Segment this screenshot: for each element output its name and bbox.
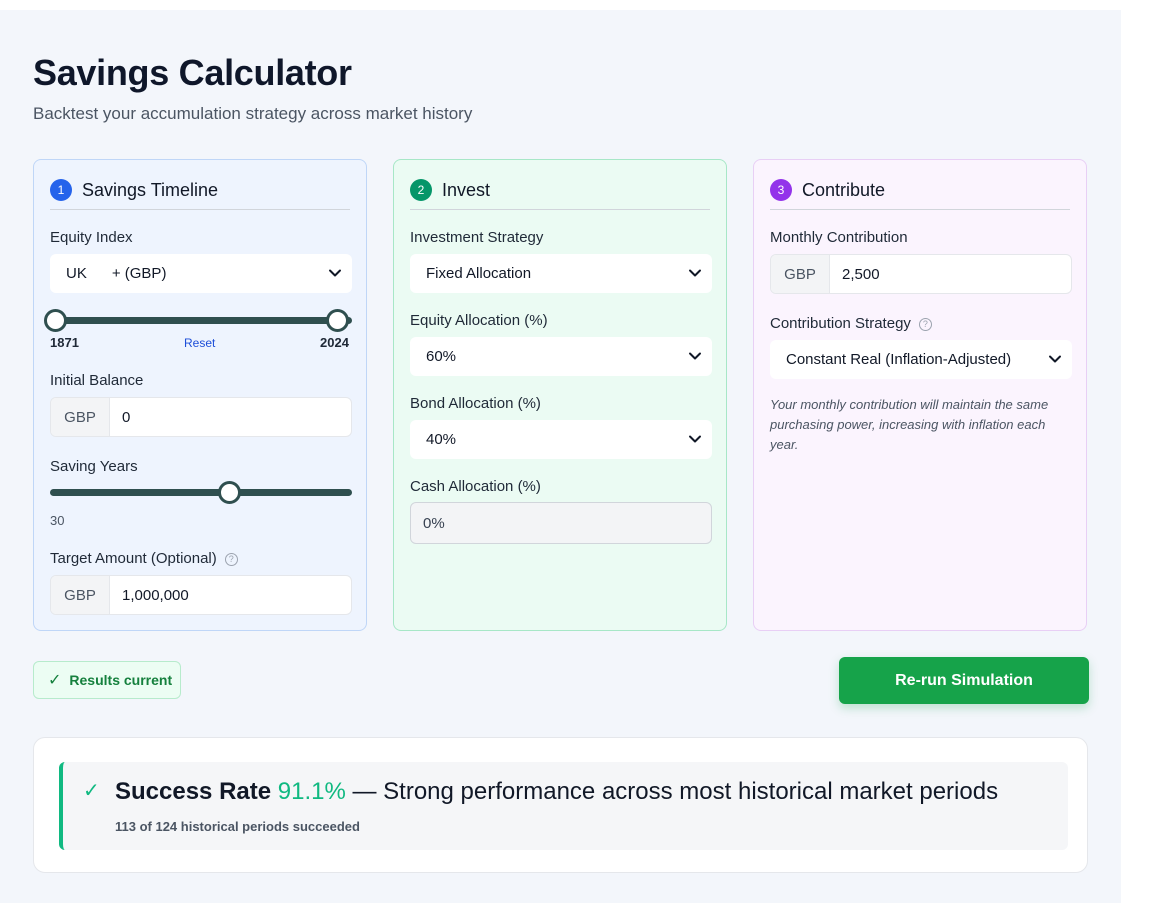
contribution-strategy-label: Contribution Strategy? (770, 315, 932, 332)
page-subtitle: Backtest your accumulation strategy acro… (33, 104, 473, 123)
chevron-down-icon (1049, 355, 1061, 363)
initial-balance-field[interactable]: GBP 0 (50, 397, 352, 437)
success-description: — Strong performance across most histori… (352, 778, 999, 805)
help-icon[interactable]: ? (224, 553, 238, 566)
result-summary: ✓ Success Rate 91.1% — Strong performanc… (59, 762, 1068, 850)
invest-card: 2 Invest Investment Strategy Fixed Alloc… (393, 159, 727, 631)
target-amount-label-text: Target Amount (Optional) (50, 550, 217, 567)
investment-strategy-label: Investment Strategy (410, 229, 544, 246)
contribution-strategy-select[interactable]: Constant Real (Inflation-Adjusted) (770, 340, 1072, 379)
cash-allocation-field: 0% (410, 502, 712, 544)
initial-balance-value: 0 (122, 408, 131, 426)
range-end-label: 2024 (320, 335, 349, 350)
contribution-note: Your monthly contribution will maintain … (770, 397, 1049, 452)
target-amount-label: Target Amount (Optional)? (50, 550, 238, 567)
investment-strategy-select[interactable]: Fixed Allocation (410, 254, 712, 293)
page-title: Savings Calculator (33, 52, 352, 93)
currency-prefix: GBP (51, 398, 110, 436)
range-start-handle[interactable] (44, 309, 67, 332)
step-badge: 2 (410, 179, 432, 201)
equity-index-value: UK + (GBP) (66, 265, 167, 282)
card-header: 3 Contribute (770, 179, 1070, 210)
step-badge: 3 (770, 179, 792, 201)
step-badge: 1 (50, 179, 72, 201)
result-panel: ✓ Success Rate 91.1% — Strong performanc… (33, 737, 1088, 873)
card-title: Contribute (802, 180, 886, 200)
initial-balance-label: Initial Balance (50, 372, 144, 389)
saving-years-label: Saving Years (50, 458, 138, 475)
card-header: 2 Invest (410, 179, 710, 210)
bond-allocation-select[interactable]: 40% (410, 420, 712, 459)
success-detail: 113 of 124 historical periods succeeded (115, 819, 360, 834)
saving-years-handle[interactable] (218, 481, 241, 504)
success-rate-value: 91.1% (277, 778, 346, 805)
card-title: Invest (442, 180, 491, 200)
currency-prefix: GBP (771, 255, 830, 293)
saving-years-slider[interactable] (50, 481, 352, 504)
cash-allocation-label: Cash Allocation (%) (410, 478, 541, 495)
page-canvas: Savings Calculator Backtest your accumul… (0, 10, 1121, 903)
help-icon[interactable]: ? (918, 318, 932, 331)
equity-index-label: Equity Index (50, 229, 133, 246)
bond-allocation-label: Bond Allocation (%) (410, 395, 541, 412)
savings-timeline-card: 1 Savings Timeline Equity Index UK + (GB… (33, 159, 367, 631)
equity-index-select[interactable]: UK + (GBP) (50, 254, 352, 293)
chevron-down-icon (689, 269, 701, 277)
reset-link[interactable]: Reset (184, 336, 216, 350)
investment-strategy-value: Fixed Allocation (426, 265, 532, 282)
equity-allocation-value: 60% (426, 348, 457, 365)
year-range-slider[interactable] (44, 309, 352, 332)
checkmark-icon: ✓ (48, 672, 62, 689)
range-start-label: 1871 (50, 335, 79, 350)
card-header: 1 Savings Timeline (50, 179, 350, 210)
success-headline: Success Rate 91.1% — Strong performance … (115, 778, 998, 806)
card-title: Savings Timeline (82, 180, 219, 200)
contribute-card: 3 Contribute Monthly Contribution GBP 2,… (753, 159, 1087, 631)
target-amount-value: 1,000,000 (122, 586, 189, 604)
bond-allocation-value: 40% (426, 431, 457, 448)
equity-allocation-select[interactable]: 60% (410, 337, 712, 376)
status-badge: ✓ Results current (33, 661, 181, 699)
chevron-down-icon (689, 435, 701, 443)
range-end-handle[interactable] (326, 309, 349, 332)
monthly-contribution-value: 2,500 (842, 265, 880, 283)
contribution-strategy-value: Constant Real (Inflation-Adjusted) (786, 351, 1012, 368)
cash-allocation-value: 0% (423, 514, 445, 532)
rerun-simulation-button[interactable]: Re-run Simulation (839, 657, 1089, 704)
equity-allocation-label: Equity Allocation (%) (410, 312, 548, 329)
target-amount-field[interactable]: GBP 1,000,000 (50, 575, 352, 615)
status-label: Results current (69, 672, 173, 688)
chevron-down-icon (689, 352, 701, 360)
currency-prefix: GBP (51, 576, 110, 614)
contribution-strategy-label-text: Contribution Strategy (770, 315, 911, 332)
monthly-contribution-label: Monthly Contribution (770, 229, 908, 246)
success-rate-label: Success Rate (115, 778, 272, 805)
monthly-contribution-field[interactable]: GBP 2,500 (770, 254, 1072, 294)
chevron-down-icon (329, 269, 341, 277)
check-icon: ✓ (83, 780, 100, 802)
saving-years-value: 30 (50, 513, 65, 528)
